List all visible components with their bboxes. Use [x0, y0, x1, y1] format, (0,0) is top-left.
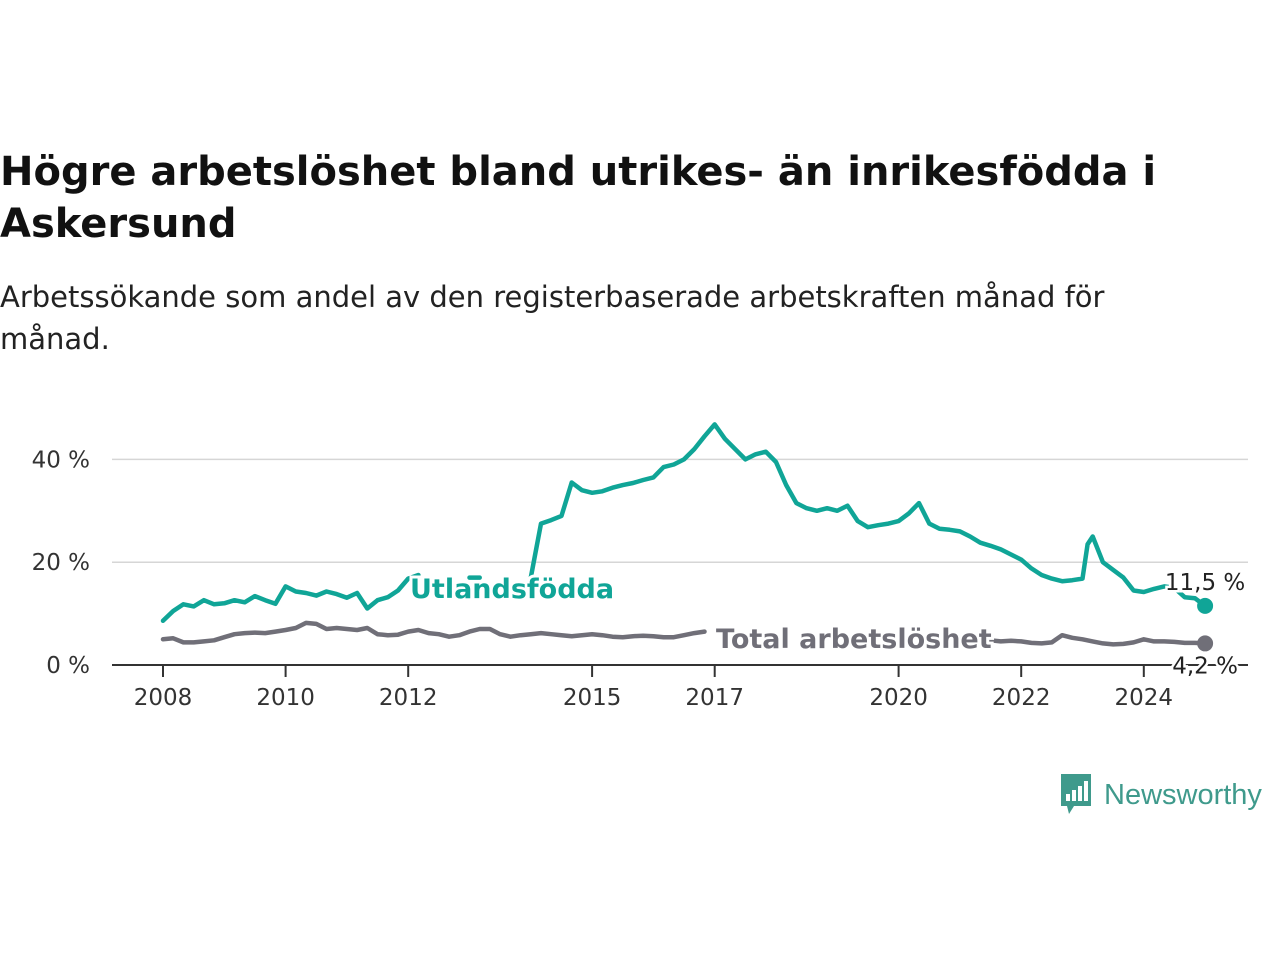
newsworthy-logo: Newsworthy: [1058, 772, 1262, 818]
x-tick-label: 2020: [869, 685, 928, 711]
series-end-label: 11,5 %: [1165, 570, 1245, 596]
y-tick-label: 0 %: [46, 653, 90, 679]
grid-lines: [112, 458, 1248, 563]
x-tick-label: 2022: [992, 685, 1051, 711]
series-layer: [160, 422, 1214, 652]
series-line-utlandsf-dda: [160, 422, 1208, 624]
x-tick-label: 2012: [379, 685, 438, 711]
series-labels: Utlandsfödda 11,5 % Total arbetslöshet 4,2 …: [407, 567, 1248, 682]
x-tick-label: 2017: [685, 685, 744, 711]
series-label: Utlandsfödda: [410, 574, 614, 605]
x-tick-label: 2024: [1115, 685, 1174, 711]
y-tick-label: 20 %: [32, 550, 90, 576]
series-end-label: 4,2 %: [1172, 653, 1238, 679]
series-line-total-arbetsl-shet: [160, 620, 1208, 647]
newsworthy-logo-icon: [1061, 774, 1091, 814]
brand-name: Newsworthy: [1104, 779, 1262, 811]
x-tick-label: 2010: [256, 685, 315, 711]
y-axis-ticks: 0 % 20 % 40 %: [32, 447, 90, 679]
y-tick-label: 40 %: [32, 447, 90, 473]
series-end-point: [1197, 597, 1214, 614]
chart-title: Högre arbetslöshet bland utrikes- än inr…: [0, 149, 1157, 247]
series-label: Total arbetslöshet: [716, 624, 992, 655]
series-end-point: [1197, 635, 1214, 652]
chart-subtitle: Arbetssökande som andel av den registerb…: [0, 280, 1105, 356]
x-tick-label: 2015: [563, 685, 622, 711]
x-axis-ticks: 2008 2010 2012 2015 2017 2020 2022 2024: [134, 665, 1173, 711]
x-tick-label: 2008: [134, 685, 193, 711]
